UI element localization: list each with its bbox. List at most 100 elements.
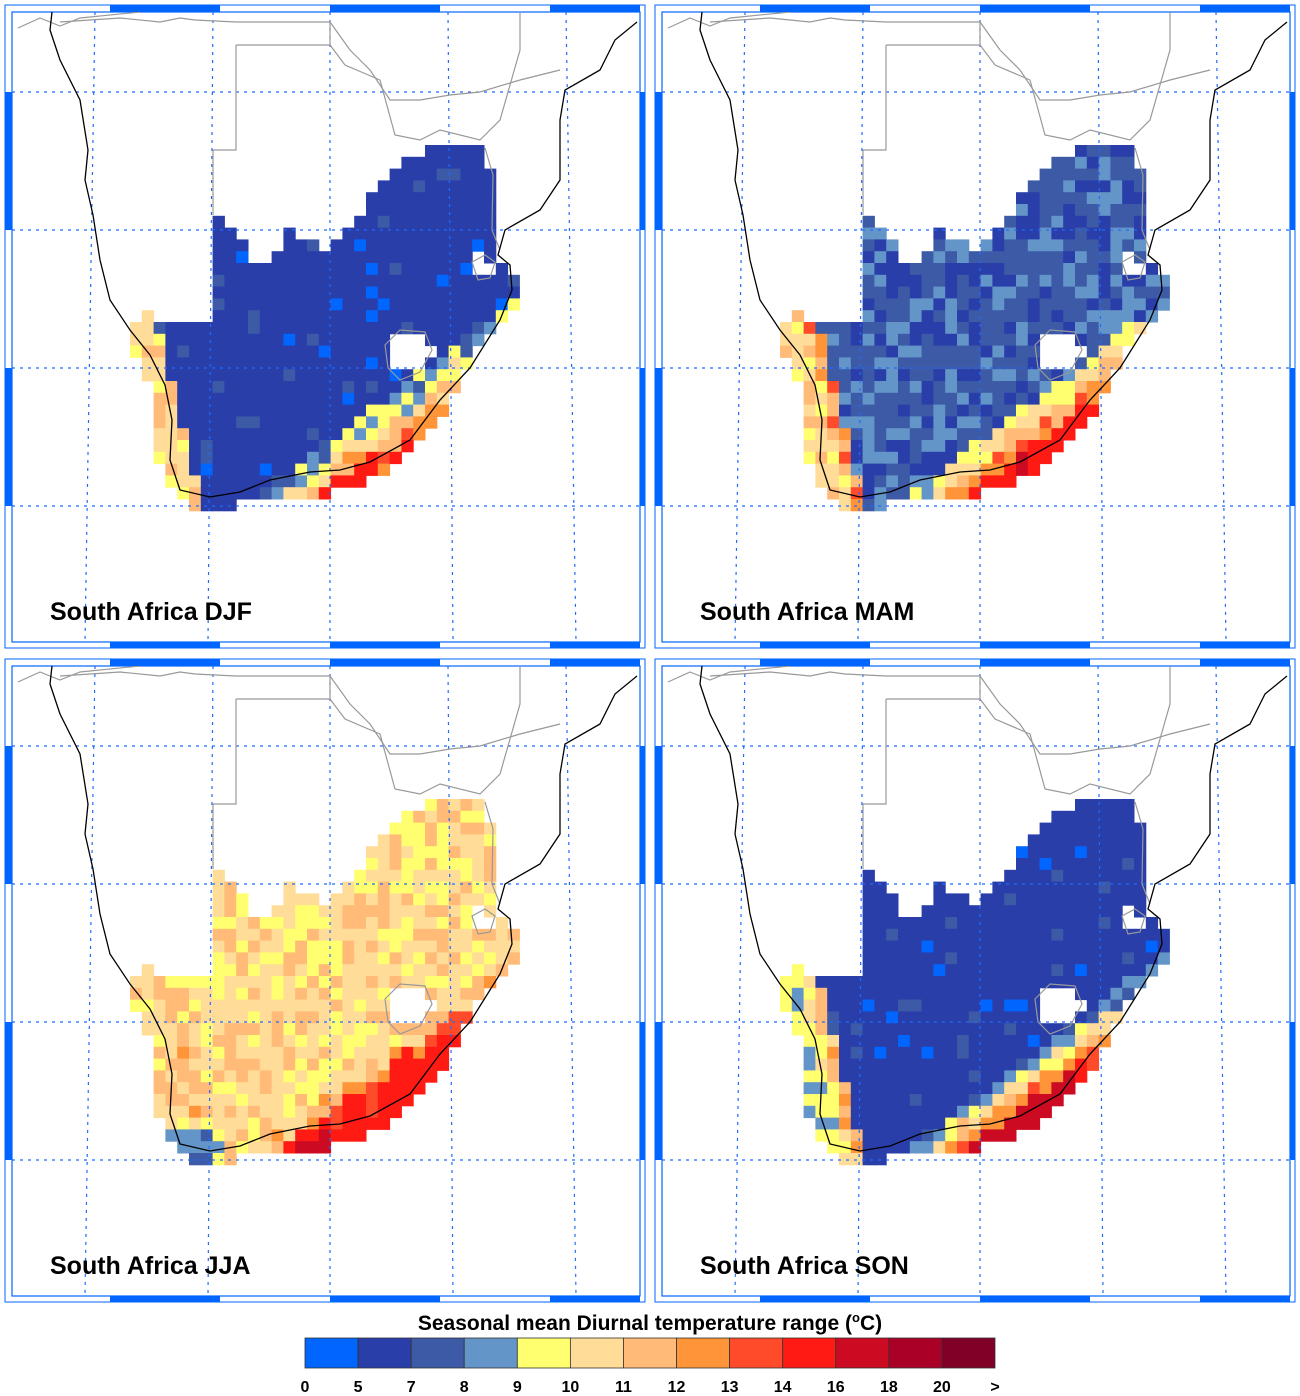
data-cell (342, 428, 355, 441)
data-cell (295, 976, 308, 989)
data-cell (283, 976, 296, 989)
data-cell (898, 1011, 911, 1024)
data-cell (377, 881, 391, 894)
data-cell (803, 345, 816, 358)
data-cell (1016, 952, 1029, 965)
data-cell (1016, 869, 1029, 883)
data-cell (1122, 204, 1135, 217)
data-cell (330, 404, 343, 417)
data-cell (968, 451, 982, 465)
data-cell (484, 286, 497, 299)
data-cell (886, 381, 899, 394)
data-cell (909, 440, 923, 453)
data-cell (1063, 952, 1076, 965)
data-cell (472, 869, 485, 883)
data-cell (307, 1011, 320, 1024)
data-cell (898, 333, 911, 347)
data-cell (803, 381, 816, 394)
data-cell (236, 905, 249, 918)
data-cell (389, 274, 402, 288)
data-cell (484, 180, 497, 193)
data-cell (1004, 263, 1017, 276)
data-cell (460, 204, 473, 217)
data-cell (1098, 381, 1111, 394)
data-cell (401, 858, 414, 871)
map-frame (11, 665, 641, 1297)
data-cell (1110, 858, 1123, 871)
data-cell (366, 1023, 379, 1036)
data-cell (354, 463, 367, 476)
data-cell (933, 381, 946, 394)
data-cell (283, 251, 296, 264)
data-cell (200, 333, 214, 347)
data-cell (850, 428, 864, 441)
colorbar-tick-label: 9 (513, 1379, 522, 1396)
data-cell (1075, 799, 1088, 812)
data-cell (886, 893, 899, 906)
data-cell (389, 917, 402, 930)
data-cell (1039, 451, 1052, 465)
data-cell (389, 310, 402, 323)
data-cell (1027, 298, 1041, 311)
data-cell (472, 928, 485, 942)
data-cell (886, 940, 899, 953)
data-cell (1086, 192, 1100, 205)
data-cell (425, 964, 438, 977)
data-cell (212, 1035, 225, 1048)
data-cell (1004, 227, 1017, 240)
data-cell (165, 1129, 178, 1142)
data-cell (862, 1082, 875, 1095)
data-cell (1004, 416, 1017, 429)
data-cell (354, 881, 367, 894)
data-cell (945, 976, 958, 989)
data-cell (780, 987, 793, 1001)
data-cell (1004, 369, 1017, 382)
data-cell (874, 333, 887, 347)
data-cell (330, 381, 343, 394)
data-cell (271, 487, 284, 500)
data-cell (1051, 834, 1064, 847)
data-cell (342, 976, 355, 989)
data-cell (460, 822, 473, 835)
data-cell (212, 1070, 225, 1083)
data-cell (401, 917, 414, 930)
data-cell (1063, 869, 1076, 883)
data-cell (933, 369, 946, 382)
data-cell (1086, 858, 1100, 871)
data-cell (1051, 156, 1064, 170)
data-cell (933, 416, 946, 429)
data-cell (259, 428, 273, 441)
data-cell (177, 1129, 190, 1142)
data-cell (248, 928, 261, 942)
data-cell (141, 1023, 155, 1036)
data-cell (354, 1070, 367, 1083)
frame-bar (330, 642, 440, 648)
data-cell (945, 487, 958, 500)
data-cell (839, 322, 852, 335)
data-cell (968, 369, 982, 382)
data-cell (271, 428, 284, 441)
data-cell (1004, 345, 1017, 358)
data-cell (236, 1117, 249, 1130)
data-cell (389, 251, 402, 264)
data-cell (472, 215, 485, 229)
data-cell (200, 499, 214, 512)
data-cell (968, 404, 982, 417)
data-cell (791, 1011, 805, 1024)
data-cell (224, 499, 237, 512)
data-cell (992, 333, 1005, 347)
data-cell (1027, 322, 1041, 335)
data-cell (803, 404, 816, 417)
data-cell (945, 428, 958, 441)
data-cell (366, 274, 379, 288)
data-cell (862, 987, 875, 1001)
data-cell (1039, 286, 1052, 299)
data-cell (1063, 204, 1076, 217)
data-cell (862, 1129, 875, 1142)
data-cell (425, 322, 438, 335)
data-cell (177, 1046, 190, 1060)
data-cell (389, 381, 402, 394)
country-border (212, 45, 237, 215)
data-cell (909, 1117, 923, 1130)
data-cell (945, 322, 958, 335)
